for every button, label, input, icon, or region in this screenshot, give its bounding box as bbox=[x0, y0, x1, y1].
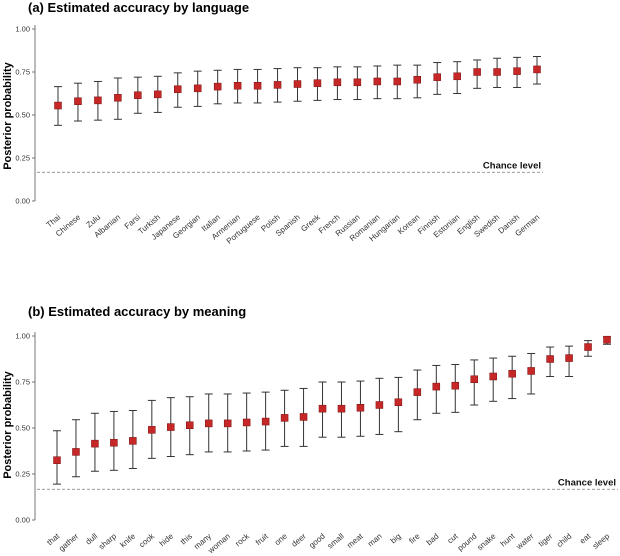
panel-b-point-cook bbox=[148, 426, 156, 434]
panel-b-point-dull bbox=[91, 439, 99, 448]
panel-b-point-hide bbox=[167, 423, 175, 431]
panel-a-y-axis-label: Posterior probability bbox=[2, 61, 14, 169]
panel-b-category-label: snake bbox=[475, 531, 498, 552]
panel-a-point-Hungarian bbox=[393, 77, 402, 86]
panel-a-point-Turkish bbox=[154, 90, 162, 99]
panel-a-point-Russian bbox=[353, 78, 362, 87]
panel-b-category-label: gather bbox=[57, 531, 80, 553]
panel-b-point-meat bbox=[356, 404, 365, 412]
panel-a-point-French bbox=[333, 78, 342, 87]
panel-a-point-Portuguese bbox=[253, 82, 262, 90]
panel-b-y-tick-label: 0.00 bbox=[15, 516, 30, 525]
panel-b-point-tiger bbox=[546, 355, 554, 363]
panel-b-category-label: big bbox=[389, 532, 403, 546]
panel-a-point-German bbox=[533, 65, 541, 74]
panel-b-y-axis-label: Posterior probability bbox=[2, 370, 14, 478]
panel-a-point-Georgian bbox=[193, 84, 202, 93]
panel-b-point-pound bbox=[470, 375, 478, 383]
panel-b-category-label: water bbox=[514, 531, 536, 551]
panel-a-point-Korean bbox=[413, 75, 421, 84]
panel-a-point-Zulu bbox=[94, 96, 102, 105]
panel-b-y-tick-label: 0.25 bbox=[15, 470, 30, 479]
panel-b-point-fire bbox=[413, 388, 422, 396]
panel-b-point-woman bbox=[223, 419, 232, 428]
panel-b-point-fruit bbox=[261, 417, 270, 426]
panel-b-category-label: tiger bbox=[537, 531, 555, 548]
panel-a-point-Estonian bbox=[453, 72, 461, 81]
panel-a-chance-label: Chance level bbox=[483, 160, 541, 171]
panel-b-point-rock bbox=[242, 418, 251, 427]
panel-b-point-small bbox=[337, 404, 346, 413]
panel-b-point-gather bbox=[72, 448, 80, 456]
panel-a-point-Armenian bbox=[233, 82, 242, 90]
panel-b-category-label: fruit bbox=[254, 531, 271, 547]
panel-b-category-label: good bbox=[307, 532, 326, 550]
panel-b-category-label: hide bbox=[158, 531, 176, 548]
panel-a-point-Italian bbox=[213, 82, 222, 91]
panel-b-category-label: deer bbox=[290, 531, 308, 548]
panel-a-point-Swedish bbox=[493, 68, 501, 76]
panel-b-point-hunt bbox=[508, 369, 516, 378]
panel-b-point-snake bbox=[489, 372, 497, 381]
panel-b-category-label: knife bbox=[118, 531, 137, 549]
panel-a-point-Thai bbox=[54, 101, 62, 110]
panel-b-point-big bbox=[394, 398, 403, 406]
panel-a-y-tick-label: 0.75 bbox=[15, 68, 30, 77]
panel-a-point-Finnish bbox=[433, 73, 441, 81]
panel-a-point-Greek bbox=[313, 79, 322, 87]
panel-b-category-label: hunt bbox=[499, 531, 517, 548]
panel-a-y-tick-label: 0.00 bbox=[15, 197, 30, 206]
panel-b-y-tick-label: 1.00 bbox=[15, 332, 30, 341]
panel-b-y-tick-label: 0.50 bbox=[15, 424, 30, 433]
panel-b-point-man bbox=[375, 401, 384, 409]
panel-b-category-label: cook bbox=[137, 531, 156, 549]
panel-a-y-tick-label: 0.25 bbox=[15, 154, 30, 163]
panel-a-point-Romanian bbox=[373, 77, 382, 86]
panel-b-point-cut bbox=[451, 381, 460, 390]
panel-a-title: (a) Estimated accuracy by language bbox=[28, 0, 249, 15]
panel-b-point-deer bbox=[299, 413, 308, 421]
panel-b-y-tick-label: 0.75 bbox=[15, 378, 30, 387]
panel-b-point-water bbox=[527, 367, 535, 375]
panel-b-point-one bbox=[280, 414, 289, 422]
panel-b-category-label: fire bbox=[407, 531, 422, 545]
panel-b-category-label: pound bbox=[456, 532, 479, 553]
panel-a: (a) Estimated accuracy by language Poste… bbox=[2, 0, 543, 246]
panel-b-point-eat bbox=[584, 343, 592, 351]
panel-b-category-label: man bbox=[366, 532, 384, 549]
panel-b-category-label: sleep bbox=[591, 531, 612, 551]
panel-b-point-this bbox=[186, 421, 194, 429]
panel-b-category-label: meat bbox=[345, 531, 365, 550]
panel-b-category-label: bad bbox=[425, 532, 441, 547]
panel-b-point-child bbox=[565, 354, 573, 362]
panel-b-category-label: rock bbox=[234, 531, 252, 548]
panel-a-point-Albanian bbox=[114, 94, 122, 102]
panel-b-point-sharp bbox=[110, 438, 118, 447]
panel-b-chance-label: Chance level bbox=[558, 477, 616, 488]
panel-b-point-knife bbox=[129, 437, 137, 445]
panel-a-point-Polish bbox=[273, 81, 282, 89]
panel-b: (b) Estimated accuracy by meaning Poster… bbox=[2, 304, 618, 556]
panel-a-point-Danish bbox=[513, 67, 521, 75]
panel-b-category-label: one bbox=[273, 531, 289, 547]
panel-b-point-sleep bbox=[603, 335, 611, 344]
panel-b-point-that bbox=[53, 456, 61, 464]
panel-a-point-Farsi bbox=[134, 91, 142, 99]
panel-b-category-label: child bbox=[555, 532, 573, 549]
panel-a-point-Spanish bbox=[293, 80, 302, 88]
panel-b-point-many bbox=[204, 419, 213, 428]
panel-b-point-bad bbox=[432, 382, 441, 391]
panel-a-point-Japanese bbox=[174, 85, 182, 93]
panel-a-point-English bbox=[473, 68, 481, 76]
panel-b-point-good bbox=[318, 404, 327, 413]
panel-a-y-tick-label: 1.00 bbox=[15, 25, 30, 34]
panel-a-y-tick-label: 0.50 bbox=[15, 111, 30, 120]
panel-a-point-Chinese bbox=[74, 97, 82, 105]
panel-b-category-label: small bbox=[326, 531, 346, 550]
panel-b-title: (b) Estimated accuracy by meaning bbox=[28, 304, 246, 319]
panel-b-category-label: sharp bbox=[97, 531, 119, 551]
